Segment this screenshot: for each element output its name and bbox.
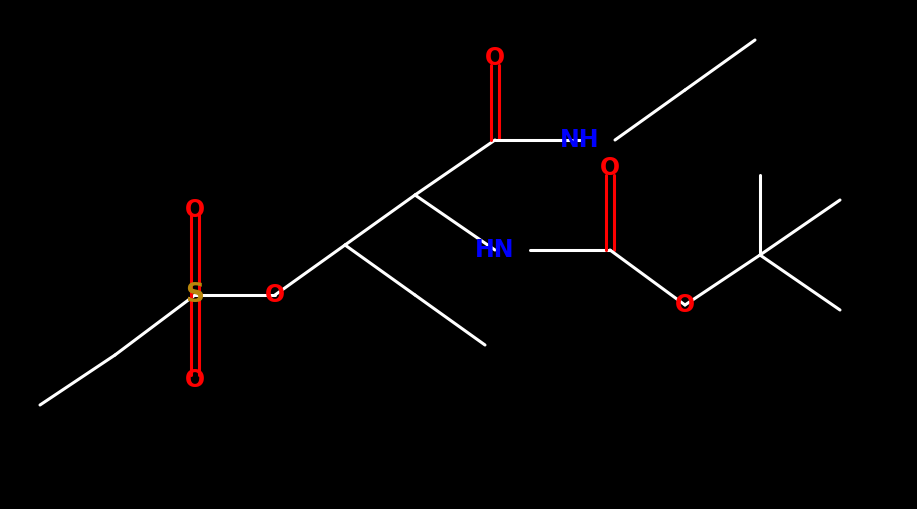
Text: O: O [485,46,505,70]
Text: O: O [185,368,205,392]
Text: NH: NH [560,128,600,152]
Text: O: O [675,293,695,317]
Text: O: O [265,283,285,307]
Text: O: O [600,156,620,180]
Text: HN: HN [475,238,514,262]
Text: S: S [185,282,204,308]
Text: O: O [185,198,205,222]
